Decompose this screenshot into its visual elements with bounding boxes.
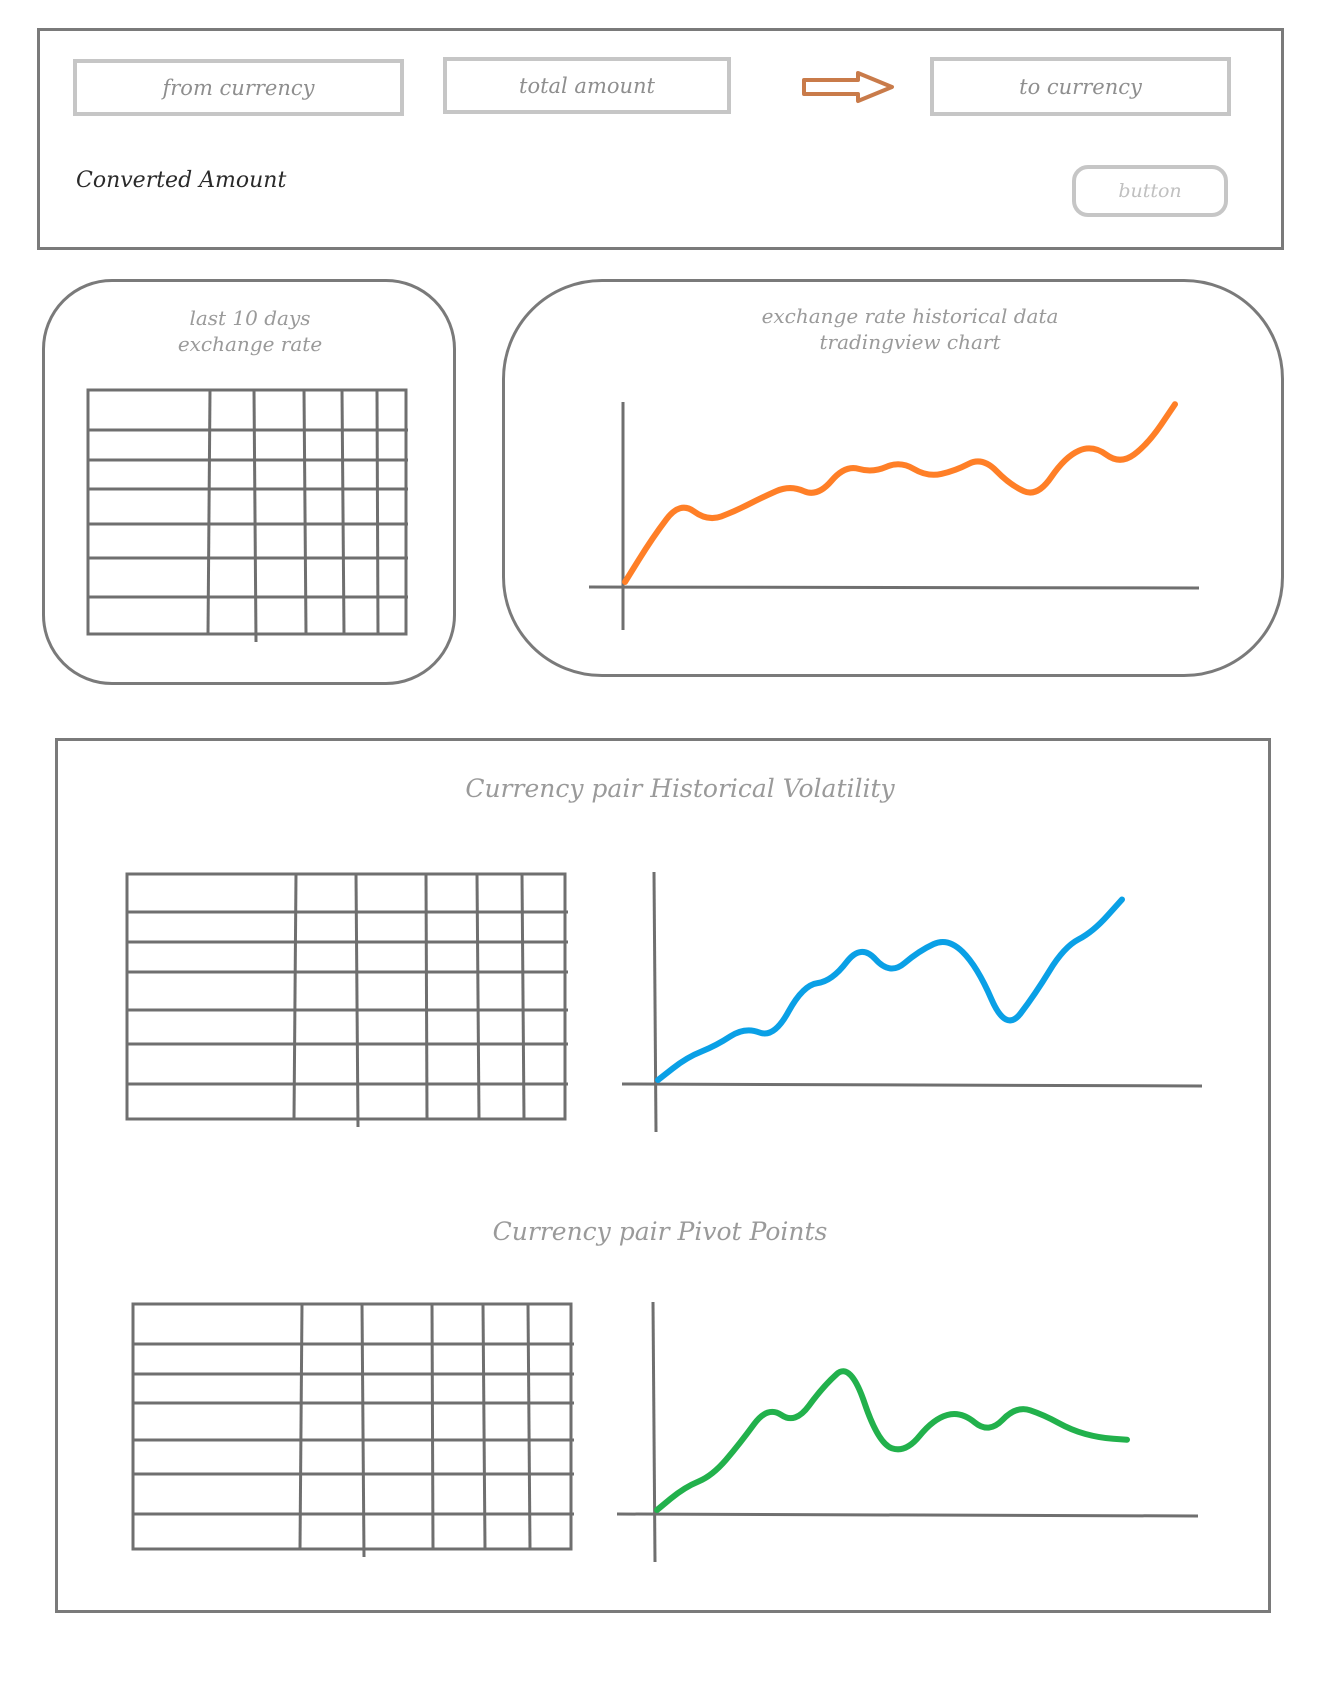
history-chart-title-line2: tradingview chart [819, 330, 1001, 354]
total-amount-field[interactable]: total amount [443, 57, 731, 114]
x-axis [621, 1082, 1203, 1088]
last-days-table [86, 388, 408, 643]
converter-panel [37, 28, 1284, 250]
converted-amount-label: Converted Amount [76, 168, 287, 193]
last-days-title: last 10 days exchange rate [140, 305, 360, 357]
volatility-chart [621, 871, 1203, 1133]
x-axis [616, 1512, 1199, 1518]
history-chart-title-line1: exchange rate historical data [761, 304, 1059, 328]
arrow-right-icon [802, 71, 894, 103]
history-chart-title: exchange rate historical data tradingvie… [700, 303, 1120, 355]
y-axis [651, 1301, 657, 1563]
volatility-title: Currency pair Historical Volatility [465, 774, 895, 803]
from-currency-field[interactable]: from currency [73, 59, 404, 116]
volatility-table [125, 872, 568, 1128]
pivot-table [131, 1302, 574, 1558]
last-days-title-line2: exchange rate [177, 332, 323, 356]
to-currency-field[interactable]: to currency [930, 57, 1231, 116]
exchange-rate-history-chart [588, 401, 1200, 630]
pivot-title: Currency pair Pivot Points [492, 1217, 828, 1246]
series-line [655, 896, 1125, 1083]
pivot-points-chart [616, 1301, 1199, 1563]
history-chart-panel [502, 279, 1284, 677]
last-days-title-line1: last 10 days [189, 306, 311, 330]
series-line [622, 401, 1178, 585]
analysis-panel [55, 738, 1271, 1613]
series-line [654, 1368, 1130, 1513]
last-days-panel [42, 279, 456, 685]
y-axis [652, 871, 658, 1133]
x-axis [588, 585, 1200, 590]
convert-button[interactable]: button [1072, 165, 1228, 217]
